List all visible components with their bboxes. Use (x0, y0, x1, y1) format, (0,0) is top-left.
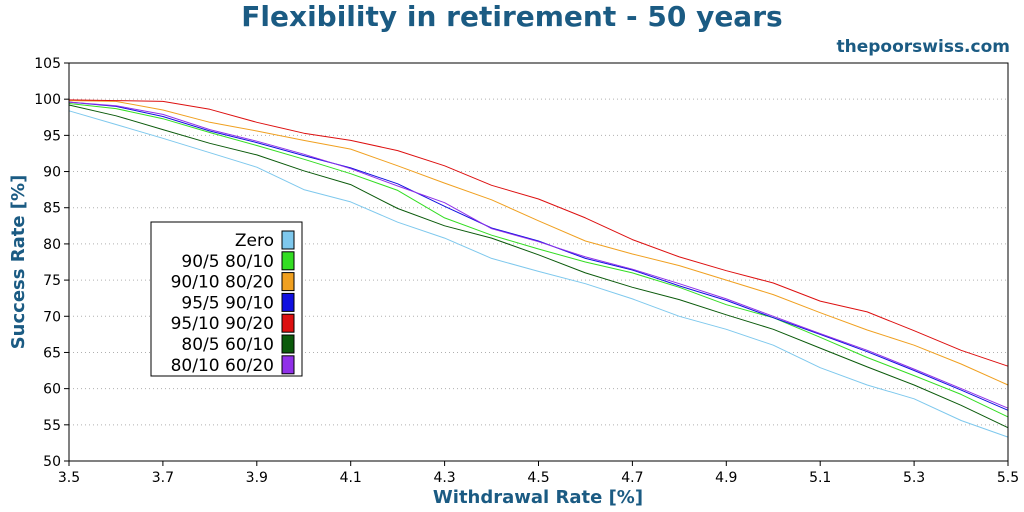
legend-label: 80/10 60/20 (171, 356, 274, 376)
x-tick-label: 5.5 (997, 470, 1019, 486)
series-line-5 (68, 99, 1009, 367)
y-tick-label: 95 (43, 128, 61, 144)
series-line-6 (68, 104, 1009, 429)
y-tick-label: 55 (43, 418, 61, 434)
legend-label: 95/10 90/20 (171, 314, 274, 334)
x-tick-label: 3.7 (152, 470, 174, 486)
x-tick-label: 4.9 (715, 470, 737, 486)
y-tick-label: 50 (43, 454, 61, 470)
legend-swatch (281, 334, 295, 354)
series-line-3 (68, 100, 1009, 386)
y-tick-label: 80 (43, 237, 61, 253)
brand-watermark: thepoorswiss.com (837, 37, 1011, 57)
legend-label: 95/5 90/10 (181, 293, 274, 313)
chart-title: Flexibility in retirement - 50 years (241, 0, 782, 33)
legend-label: 90/5 80/10 (181, 252, 274, 272)
x-tick-label: 4.3 (433, 470, 455, 486)
x-tick-label: 5.3 (903, 470, 925, 486)
legend-box (150, 221, 303, 377)
legend-label: 90/10 80/20 (171, 273, 274, 293)
series-line-7 (68, 101, 1009, 409)
legend-swatch (281, 292, 295, 312)
x-tick-label: 3.9 (246, 470, 268, 486)
y-axis-ticks: 50 55 60 65 70 75 80 85 90 95 100 105 (34, 56, 69, 470)
series-line-4 (68, 101, 1009, 411)
x-tick-label: 4.5 (527, 470, 549, 486)
y-tick-label: 100 (34, 92, 61, 108)
y-tick-label: 70 (43, 309, 61, 325)
y-tick-label: 90 (43, 165, 61, 181)
y-tick-label: 65 (43, 345, 61, 361)
x-tick-label: 3.5 (58, 470, 80, 486)
legend-swatch (281, 251, 295, 271)
x-tick-label: 4.1 (340, 470, 362, 486)
legend-label: Zero (235, 231, 274, 251)
series-lines (68, 99, 1009, 438)
x-tick-label: 4.7 (621, 470, 643, 486)
x-tick-label: 5.1 (809, 470, 831, 486)
legend-swatch (281, 355, 295, 375)
x-axis-ticks: 3.5 3.7 3.9 4.1 4.3 4.5 4.7 4.9 5.1 5.3 5.5 (58, 461, 1019, 486)
x-axis-label: Withdrawal Rate [%] (433, 487, 643, 508)
y-tick-label: 75 (43, 273, 61, 289)
legend-label: 80/5 60/10 (181, 335, 274, 355)
legend-swatch (281, 230, 295, 250)
legend-swatch (281, 313, 295, 333)
series-line-1 (68, 110, 1009, 438)
y-axis-label: Success Rate [%] (8, 175, 29, 350)
series-line-2 (68, 103, 1009, 418)
y-tick-label: 105 (34, 56, 61, 72)
y-tick-label: 85 (43, 201, 61, 217)
y-tick-label: 60 (43, 382, 61, 398)
legend-swatch (281, 272, 295, 292)
